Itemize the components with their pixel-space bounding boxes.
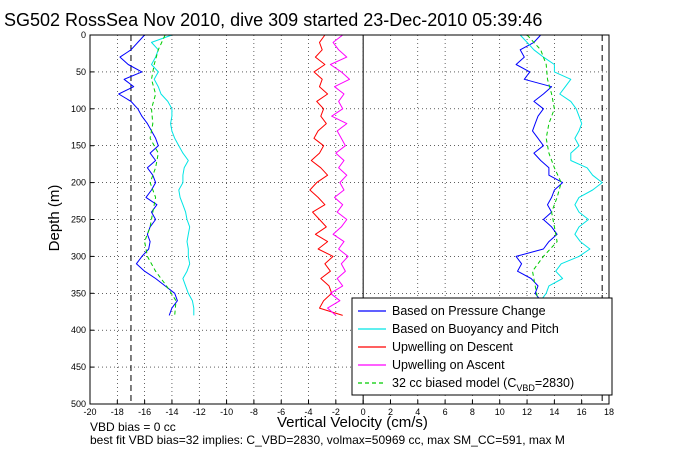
- legend-label: Based on Pressure Change: [392, 304, 546, 318]
- series-3-trace: [309, 34, 343, 316]
- x-tick-label: 0: [361, 407, 366, 417]
- tick-labels: -20 -18 -16 -14 -12 -10 -8 -6 -4 -2 0 2 4 6 8 10 12 14 16 1…: [71, 30, 614, 417]
- series-1-trace: [515, 34, 564, 301]
- y-tick-label: 450: [71, 362, 86, 372]
- x-tick-label: -2: [332, 407, 340, 417]
- y-tick-label: 350: [71, 288, 86, 298]
- x-axis-label: Vertical Velocity (cm/s): [277, 414, 428, 431]
- footer-vbd-bias: VBD bias = 0 cc: [90, 420, 176, 434]
- data-traces: [118, 34, 603, 316]
- x-tick-label: -16: [138, 407, 151, 417]
- chart-title: SG502 RossSea Nov 2010, dive 309 started…: [4, 10, 542, 30]
- legend-label: Based on Buoyancy and Pitch: [392, 322, 559, 336]
- x-tick-label: 10: [495, 407, 505, 417]
- legend: Based on Pressure Change Based on Buoyanc…: [351, 297, 613, 396]
- legend-label: 32 cc biased model (CVBD=2830): [392, 376, 574, 393]
- x-tick-label: 6: [443, 407, 448, 417]
- x-tick-label: 16: [577, 407, 587, 417]
- series-1-trace: [118, 34, 178, 316]
- y-tick-label: 0: [81, 30, 86, 40]
- y-tick-label: 50: [76, 67, 86, 77]
- y-tick-label: 150: [71, 141, 86, 151]
- x-tick-label: -6: [277, 407, 285, 417]
- legend-label: Upwelling on Ascent: [392, 358, 505, 372]
- y-tick-label: 500: [71, 399, 86, 409]
- series-4-trace: [327, 34, 350, 316]
- legend-box: [351, 297, 613, 396]
- axes: [89, 34, 610, 405]
- y-tick-label: 300: [71, 251, 86, 261]
- x-tick-label: 12: [522, 407, 532, 417]
- x-tick-label: 2: [388, 407, 393, 417]
- series-5-trace: [526, 34, 562, 301]
- x-tick-label: -8: [250, 407, 258, 417]
- x-tick-label: 14: [549, 407, 559, 417]
- x-tick-label: -20: [83, 407, 96, 417]
- x-tick-label: -12: [193, 407, 206, 417]
- x-tick-label: 8: [470, 407, 475, 417]
- y-tick-label: 250: [71, 215, 86, 225]
- y-tick-label: 200: [71, 178, 86, 188]
- series-2-trace: [151, 34, 195, 316]
- legend-label: Upwelling on Descent: [392, 340, 513, 354]
- x-tick-label: -10: [220, 407, 233, 417]
- y-tick-label: 400: [71, 325, 86, 335]
- x-tick-label: 4: [415, 407, 420, 417]
- x-tick-label: -18: [111, 407, 124, 417]
- footer-best-fit: best fit VBD bias=32 implies: C_VBD=2830…: [90, 433, 565, 447]
- x-tick-label: -14: [165, 407, 178, 417]
- y-tick-label: 100: [71, 104, 86, 114]
- series-2-trace: [519, 34, 603, 301]
- x-tick-label: 18: [604, 407, 614, 417]
- series-5-trace: [144, 34, 177, 316]
- x-tick-label: -4: [305, 407, 313, 417]
- y-axis-label: Depth (m): [46, 185, 63, 252]
